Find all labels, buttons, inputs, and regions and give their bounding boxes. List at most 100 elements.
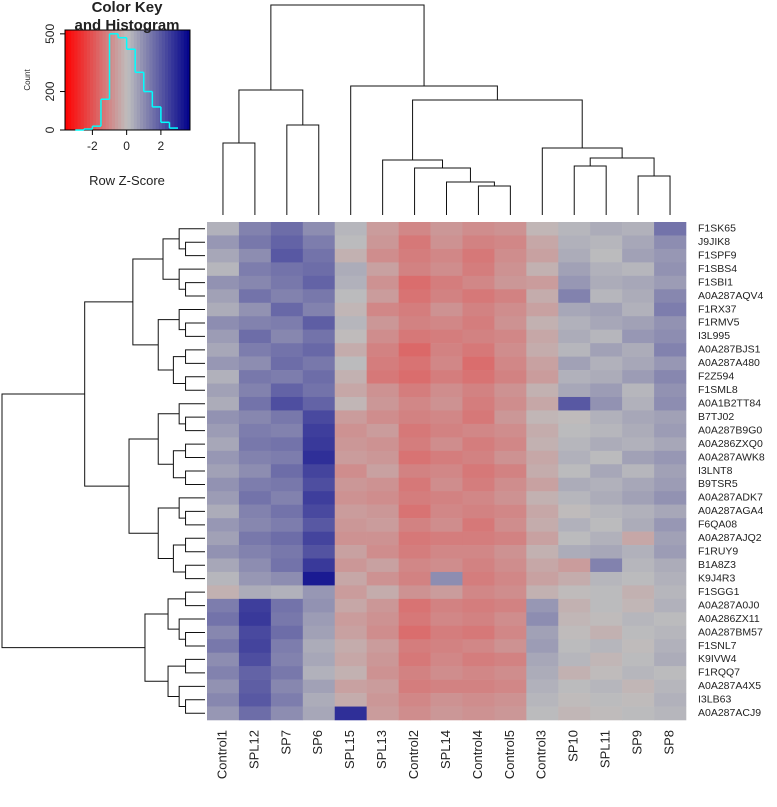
heatmap-cell bbox=[654, 706, 687, 721]
heatmap-cell bbox=[654, 625, 687, 640]
heatmap-cell bbox=[430, 235, 463, 250]
color-key-band bbox=[68, 30, 72, 130]
heatmap-cell bbox=[430, 639, 463, 654]
heatmap-cell bbox=[654, 518, 687, 532]
heatmap-cell bbox=[430, 356, 463, 371]
heatmap-cell bbox=[398, 383, 431, 398]
heatmap-cell bbox=[366, 585, 399, 600]
heatmap-cell bbox=[207, 329, 240, 344]
heatmap-cell bbox=[366, 302, 399, 317]
heatmap-cell bbox=[302, 302, 336, 317]
heatmap-cell bbox=[238, 329, 272, 344]
heatmap-cell bbox=[334, 275, 367, 290]
heatmap-cell bbox=[622, 356, 655, 371]
heatmap-cell bbox=[270, 356, 304, 371]
heatmap-cell bbox=[366, 571, 399, 586]
row-label: I3L995 bbox=[698, 330, 730, 342]
heatmap-cell bbox=[654, 598, 687, 613]
row-label: F1SGG1 bbox=[698, 586, 740, 598]
heatmap-cell bbox=[207, 235, 240, 250]
heatmap-cell bbox=[366, 625, 399, 640]
heatmap-cell bbox=[462, 518, 495, 532]
heatmap-cell bbox=[462, 652, 495, 667]
heatmap-cell bbox=[366, 235, 399, 250]
heatmap-cell bbox=[302, 477, 336, 492]
row-label: A0A287A4X5 bbox=[698, 680, 761, 692]
heatmap-cell bbox=[622, 639, 655, 654]
heatmap-cell bbox=[494, 370, 527, 384]
row-dendrogram bbox=[178, 497, 205, 519]
heatmap-cell bbox=[398, 666, 431, 680]
heatmap-cell bbox=[558, 464, 591, 479]
row-dendrogram bbox=[157, 507, 180, 559]
color-key-band bbox=[86, 30, 91, 130]
row-dendrogram bbox=[178, 403, 205, 425]
heatmap-cell bbox=[302, 652, 336, 667]
heatmap-cell bbox=[270, 504, 304, 519]
heatmap-cell bbox=[526, 262, 559, 277]
heatmap-cell bbox=[238, 262, 272, 277]
heatmap-cell bbox=[462, 612, 495, 627]
row-dendrogram bbox=[185, 282, 205, 297]
heatmap-cell bbox=[494, 464, 527, 479]
heatmap-cell bbox=[558, 585, 591, 600]
heatmap-cell bbox=[334, 437, 367, 452]
heatmap-cell bbox=[334, 396, 367, 411]
heatmap-cell bbox=[270, 410, 304, 425]
heatmap-cell bbox=[558, 329, 591, 344]
heatmap-cell bbox=[654, 464, 687, 479]
heatmap-cell bbox=[590, 316, 623, 330]
heatmap-cell bbox=[494, 275, 527, 290]
heatmap-cell bbox=[622, 370, 655, 384]
heatmap-cell bbox=[270, 545, 304, 559]
heatmap-cell bbox=[302, 262, 336, 277]
color-key-band bbox=[165, 30, 169, 130]
heatmap-cell bbox=[494, 289, 527, 304]
row-label: F1SML8 bbox=[698, 384, 738, 396]
heatmap-cell bbox=[654, 504, 687, 519]
heatmap-cell bbox=[398, 545, 431, 559]
heatmap-cell bbox=[302, 571, 336, 586]
heatmap-cell bbox=[207, 585, 240, 600]
heatmap-cell bbox=[590, 545, 623, 559]
heatmap-cell bbox=[590, 504, 623, 519]
column-label: Control1 bbox=[214, 730, 229, 779]
heatmap-cell bbox=[366, 612, 399, 627]
heatmap-cell bbox=[398, 275, 431, 290]
row-label: K9IVW4 bbox=[698, 653, 737, 665]
heatmap-cell bbox=[238, 396, 272, 411]
column-dendrogram bbox=[270, 4, 425, 90]
column-label: SP10 bbox=[566, 730, 581, 762]
heatmap-cell bbox=[654, 558, 687, 573]
heatmap-cell bbox=[622, 248, 655, 263]
heatmap-cell bbox=[270, 558, 304, 573]
row-dendrogram bbox=[84, 301, 133, 487]
heatmap-cell bbox=[238, 679, 272, 694]
row-label: A0A287ADK7 bbox=[698, 492, 763, 504]
heatmap-cell bbox=[207, 316, 240, 330]
row-label: F1RMV5 bbox=[698, 317, 740, 329]
heatmap-cell bbox=[238, 612, 272, 627]
heatmap-cell bbox=[654, 275, 687, 290]
heatmap-cell bbox=[558, 302, 591, 317]
heatmap-cell bbox=[270, 464, 304, 479]
heatmap-cell bbox=[334, 316, 367, 330]
row-label: A0A287AGA4 bbox=[698, 505, 764, 517]
row-label: B1A8Z3 bbox=[698, 559, 736, 571]
column-label: SP6 bbox=[310, 730, 325, 755]
heatmap-cell bbox=[654, 477, 687, 492]
row-label: A0A1B2TT84 bbox=[698, 397, 761, 409]
heatmap-cell bbox=[622, 625, 655, 640]
heatmap-cell bbox=[238, 693, 272, 707]
heatmap-cell bbox=[270, 343, 304, 357]
heatmap-cell bbox=[207, 289, 240, 304]
heatmap-cell bbox=[238, 437, 272, 452]
row-label: A0A287A480 bbox=[698, 357, 760, 369]
heatmap-cell bbox=[558, 652, 591, 667]
heatmap-cell bbox=[366, 491, 399, 505]
heatmap-cell bbox=[430, 464, 463, 479]
heatmap-cell bbox=[398, 558, 431, 573]
row-label: B7TJ02 bbox=[698, 411, 734, 423]
heatmap-cell bbox=[334, 329, 367, 344]
color-key-band bbox=[99, 30, 103, 130]
